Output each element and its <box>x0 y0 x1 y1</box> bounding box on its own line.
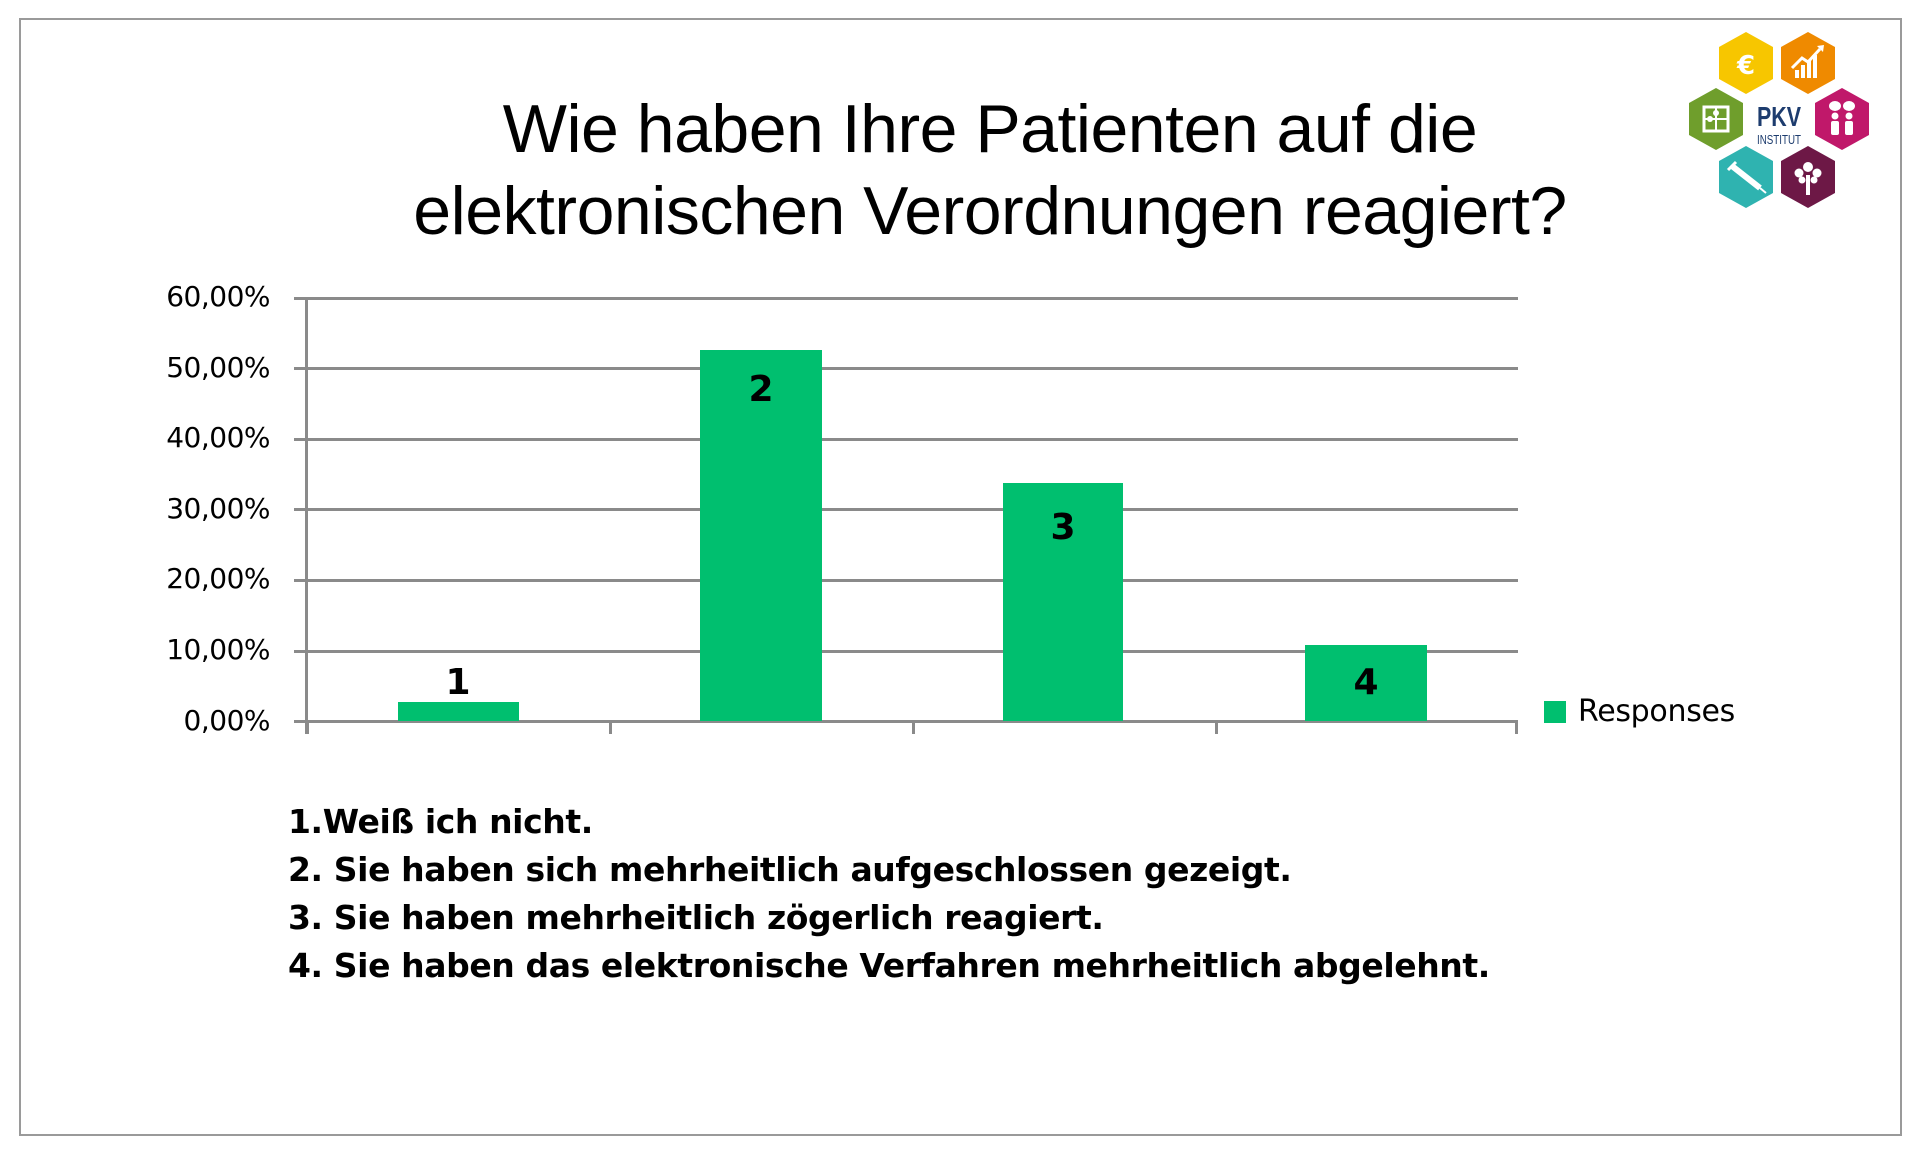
answer-key-item-4: 4. Sie haben das elektronische Verfahren… <box>288 946 1490 985</box>
x-tick <box>1515 721 1518 734</box>
gridline-50 <box>294 367 1518 370</box>
bar-label-4: 4 <box>1353 662 1379 703</box>
svg-text:€: € <box>1736 51 1755 81</box>
answer-key-list: 1.Weiß ich nicht. 2. Sie haben sich mehr… <box>288 798 1490 990</box>
bar-label-1: 1 <box>445 662 471 703</box>
y-tick-label: 0,00% <box>183 704 271 737</box>
chart-title: Wie haben Ihre Patienten auf die elektro… <box>300 88 1680 252</box>
pkv-wordmark: PKV INSTITUT <box>1757 101 1801 147</box>
y-tick-label: 20,00% <box>166 562 270 595</box>
y-tick-label: 60,00% <box>166 280 270 313</box>
gridline-40 <box>294 438 1518 441</box>
bar-2 <box>700 350 822 721</box>
x-tick <box>306 721 309 734</box>
answer-key-item-3: 3. Sie haben mehrheitlich zögerlich reag… <box>288 898 1104 937</box>
slide-frame <box>19 18 1902 1136</box>
x-tick <box>609 721 612 734</box>
y-tick-label: 10,00% <box>166 633 270 666</box>
bar-3 <box>1003 482 1123 721</box>
euro-icon: € <box>1719 32 1773 94</box>
bar-1 <box>398 701 519 721</box>
bar-4 <box>1305 644 1427 721</box>
y-tick-label: 40,00% <box>166 421 270 454</box>
y-axis-line <box>305 297 308 734</box>
gridline-10 <box>294 650 1518 653</box>
gridline-60 <box>294 297 1518 300</box>
gridline-20 <box>294 579 1518 582</box>
pkv-institut-logo: € PKV INSTITUT <box>1689 32 1869 208</box>
bar-label-3: 3 <box>1050 507 1076 548</box>
x-axis-line <box>294 720 1518 723</box>
chart-title-line-2: elektronischen Verordnungen reagiert? <box>413 173 1567 249</box>
bar-label-2: 2 <box>748 369 774 410</box>
answer-key-item-2: 2. Sie haben sich mehrheitlich aufgeschl… <box>288 850 1292 889</box>
logo-subtitle: INSTITUT <box>1757 132 1801 147</box>
legend-label-responses: Responses <box>1578 694 1736 729</box>
gridline-30 <box>294 508 1518 511</box>
chart-legend: Responses <box>1544 694 1735 730</box>
x-tick <box>912 721 915 734</box>
y-tick-label: 50,00% <box>166 351 270 384</box>
tree-icon <box>1781 146 1835 208</box>
y-tick-label: 30,00% <box>166 492 270 525</box>
syringe-icon <box>1719 146 1773 208</box>
people-speech-icon <box>1815 88 1869 150</box>
chart-title-line-1: Wie haben Ihre Patienten auf die <box>502 91 1478 167</box>
growth-chart-icon <box>1781 32 1835 94</box>
x-tick <box>1215 721 1218 734</box>
answer-key-item-1: 1.Weiß ich nicht. <box>288 802 593 841</box>
legend-swatch-responses <box>1544 701 1566 723</box>
puzzle-icon <box>1689 88 1743 150</box>
logo-name: PKV <box>1757 101 1801 132</box>
